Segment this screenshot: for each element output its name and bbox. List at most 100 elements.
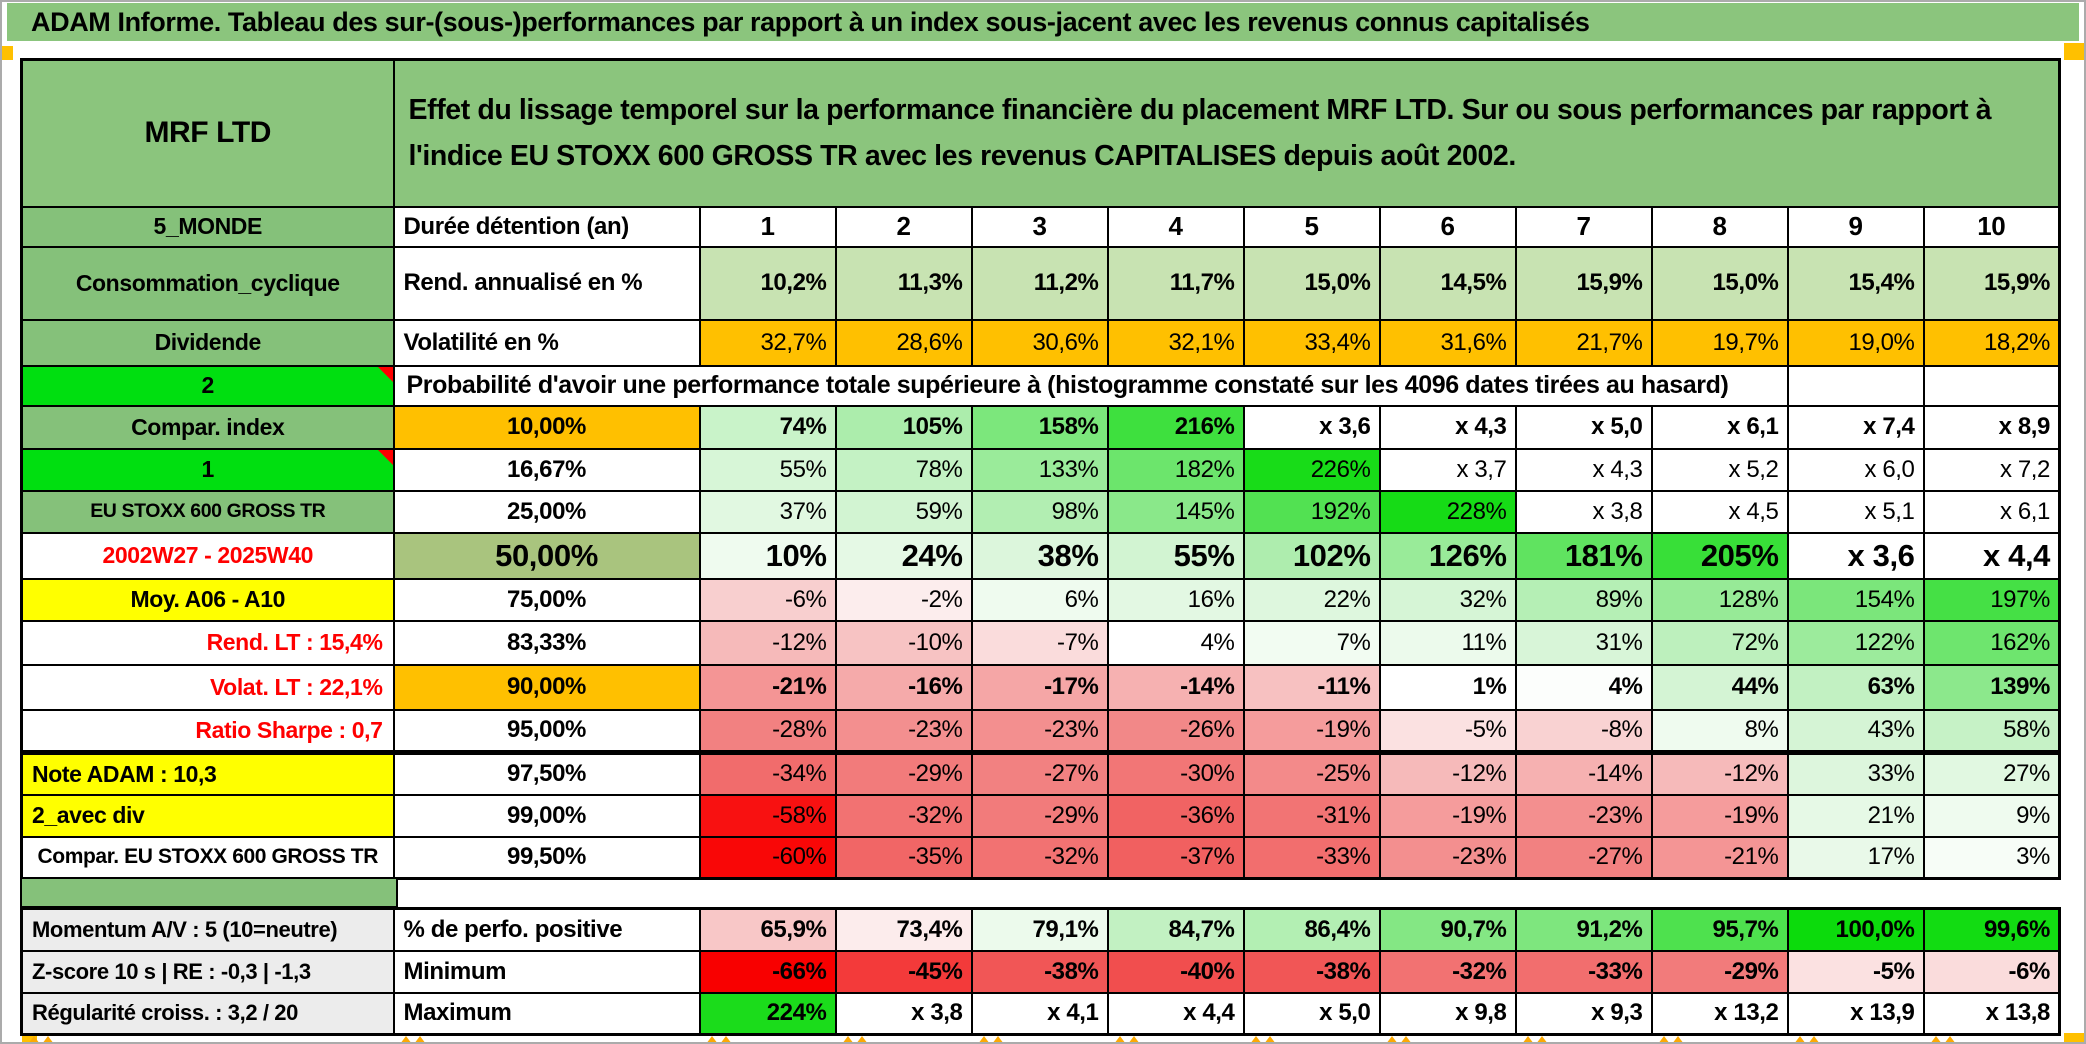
value-cell: x 6,1 (1922, 489, 2061, 534)
value-cell: -35% (834, 835, 973, 880)
row-label: Z-score 10 s | RE : -0,3 | -1,3 (20, 949, 395, 994)
row-label: Moy. A06 - A10 (20, 577, 395, 622)
value-cell: x 4,3 (1514, 447, 1653, 492)
value-cell: 228% (1378, 489, 1517, 534)
value-cell: 162% (1922, 619, 2061, 666)
value-cell: -36% (1106, 793, 1245, 838)
clipped-next-row (0, 1033, 2086, 1044)
value-cell: 133% (970, 447, 1109, 492)
value-cell: 154% (1786, 577, 1925, 622)
value-cell: x 13,8 (1922, 991, 2061, 1036)
value-cell: 15,4% (1786, 245, 1925, 321)
clipped-cell-marker (978, 1036, 990, 1044)
value-cell: x 5,0 (1242, 991, 1381, 1036)
value-cell: x 4,5 (1650, 489, 1789, 534)
value-cell: x 4,3 (1378, 404, 1517, 450)
value-cell: 58% (1922, 708, 2061, 754)
metric-cell: Volatilité en % (392, 318, 701, 367)
value-cell: -33% (1242, 835, 1381, 880)
row-label: Régularité croiss. : 3,2 / 20 (20, 991, 395, 1036)
page-title: ADAM Informe. Tableau des sur-(sous-)per… (7, 3, 2079, 41)
value-cell: 89% (1514, 577, 1653, 622)
value-cell: 4% (1106, 619, 1245, 666)
clipped-cell-marker (1808, 1036, 1820, 1044)
value-cell: 139% (1922, 663, 2061, 711)
value-cell: -16% (834, 663, 973, 711)
value-cell: x 13,9 (1786, 991, 1925, 1036)
value-cell: x 3,8 (834, 991, 973, 1036)
value-cell: -21% (698, 663, 837, 711)
value-cell: 27% (1922, 750, 2061, 796)
clipped-cell-marker (1250, 1036, 1262, 1044)
metric-cell: 16,67% (392, 447, 701, 492)
value-cell: 19,0% (1786, 318, 1925, 367)
value-cell: 16% (1106, 577, 1245, 622)
column-header: 4 (1106, 205, 1245, 248)
value-cell: -7% (970, 619, 1109, 666)
value-cell: 10% (698, 531, 837, 580)
row-label: Note ADAM : 10,3 (20, 750, 395, 796)
row-label: 2_avec div (20, 793, 395, 838)
value-cell: -21% (1650, 835, 1789, 880)
value-cell: x 5,2 (1650, 447, 1789, 492)
row-label: Consommation_cyclique (20, 245, 395, 321)
value-cell: 128% (1650, 577, 1789, 622)
clipped-cell-marker (1386, 1036, 1398, 1044)
value-cell: 105% (834, 404, 973, 450)
comment-marker-icon (377, 450, 392, 465)
value-cell: 216% (1106, 404, 1245, 450)
value-cell: -19% (1378, 793, 1517, 838)
value-cell: 17% (1786, 835, 1925, 880)
value-cell: 15,0% (1242, 245, 1381, 321)
value-cell: x 7,2 (1922, 447, 2061, 492)
row-label: 2 (20, 364, 395, 407)
value-cell: -10% (834, 619, 973, 666)
value-cell: 224% (698, 991, 837, 1036)
value-cell: -23% (970, 708, 1109, 754)
value-cell: 86,4% (1242, 907, 1381, 952)
value-cell: 15,9% (1514, 245, 1653, 321)
value-cell: x 3,8 (1514, 489, 1653, 534)
value-cell: 31% (1514, 619, 1653, 666)
value-cell: 145% (1106, 489, 1245, 534)
value-cell: 65,9% (698, 907, 837, 952)
value-cell: 63% (1786, 663, 1925, 711)
clipped-cell-marker (1658, 1036, 1670, 1044)
empty-cell (1786, 364, 1925, 407)
value-cell: 37% (698, 489, 837, 534)
row-label: 5_MONDE (20, 205, 395, 248)
clipped-cell-marker (856, 1036, 868, 1044)
value-cell: -66% (698, 949, 837, 994)
sheet-corner-marker (2064, 1033, 2086, 1044)
value-cell: 15,0% (1650, 245, 1789, 321)
company-name: MRF LTD (20, 58, 395, 208)
value-cell: 14,5% (1378, 245, 1517, 321)
value-cell: 102% (1242, 531, 1381, 580)
metric-cell: 10,00% (392, 404, 701, 450)
value-cell: -14% (1106, 663, 1245, 711)
value-cell: 19,7% (1650, 318, 1789, 367)
value-cell: 100,0% (1786, 907, 1925, 952)
value-cell: 15,9% (1922, 245, 2061, 321)
column-header: 3 (970, 205, 1109, 248)
value-cell: 21% (1786, 793, 1925, 838)
value-cell: x 3,6 (1786, 531, 1925, 580)
value-cell: 122% (1786, 619, 1925, 666)
row-label: EU STOXX 600 GROSS TR (20, 489, 395, 534)
value-cell: 11,7% (1106, 245, 1245, 321)
empty-cell (1922, 364, 2061, 407)
value-cell: -14% (1514, 750, 1653, 796)
metric-cell: Minimum (392, 949, 701, 994)
value-cell: 32,1% (1106, 318, 1245, 367)
clipped-cell-marker (28, 1036, 40, 1044)
value-cell: 18,2% (1922, 318, 2061, 367)
value-cell: 6% (970, 577, 1109, 622)
value-cell: 192% (1242, 489, 1381, 534)
value-cell: -6% (698, 577, 837, 622)
value-cell: 21,7% (1514, 318, 1653, 367)
column-header: 1 (698, 205, 837, 248)
clipped-cell-marker (1944, 1036, 1956, 1044)
value-cell: -58% (698, 793, 837, 838)
probability-note: Probabilité d'avoir une performance tota… (392, 364, 1789, 407)
